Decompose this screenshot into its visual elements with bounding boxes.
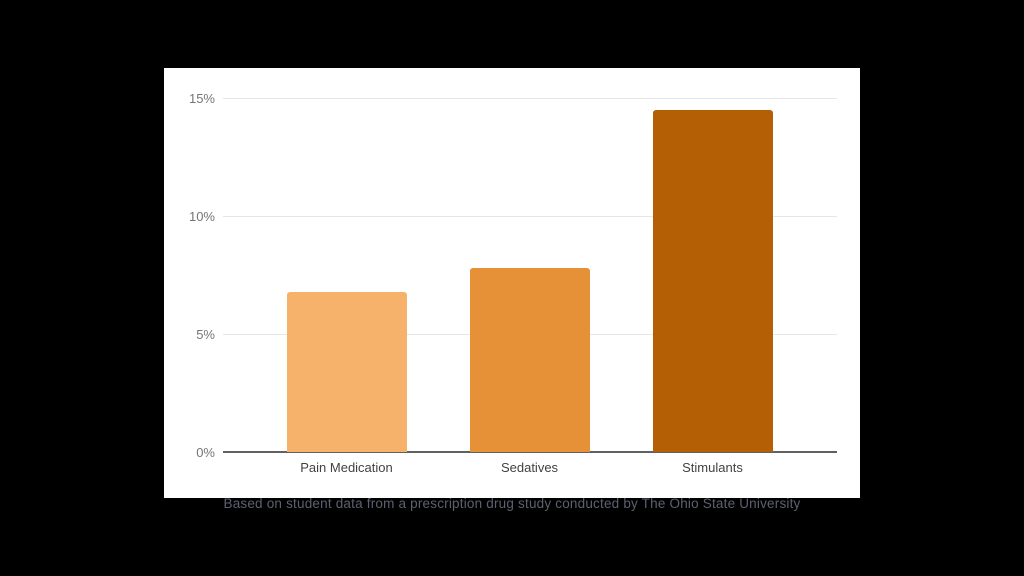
gridline-10% (223, 216, 837, 217)
y-axis-tick-label: 15% (188, 91, 215, 106)
bar-pain-medication (286, 291, 407, 452)
gridline-15% (223, 98, 837, 99)
x-axis-category-label: Pain Medication (300, 460, 393, 475)
plot-area: 0% 5% 10% 15% Pain Medication Sedatives Stimul… (164, 68, 860, 498)
source-caption: Based on student data from a prescriptio… (223, 496, 801, 511)
y-axis-tick-label: 10% (188, 209, 215, 224)
y-axis-tick-label: 0% (196, 445, 215, 460)
bar-stimulants (652, 109, 773, 452)
bar-chart: 0% 5% 10% 15% Pain Medication Sedatives Stimul… (164, 68, 860, 498)
bar-sedatives (469, 267, 590, 452)
y-axis-tick-label: 5% (196, 327, 215, 342)
x-axis-line (223, 451, 837, 453)
x-axis-category-label: Stimulants (682, 460, 743, 475)
x-axis-category-label: Sedatives (500, 460, 559, 475)
